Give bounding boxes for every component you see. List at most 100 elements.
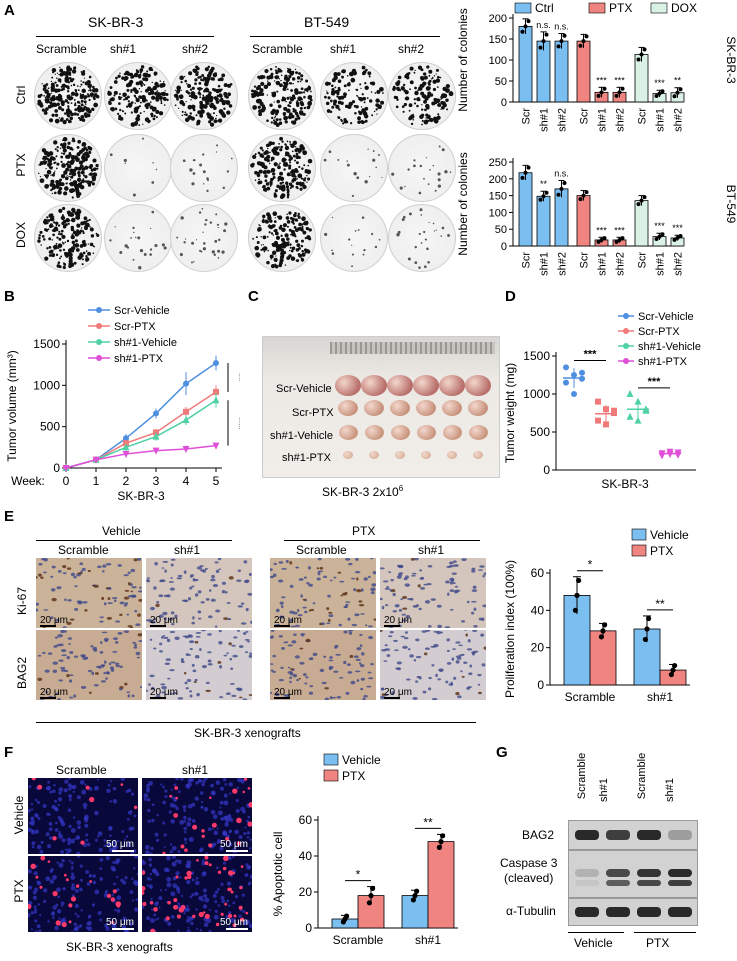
culture-dish (34, 134, 102, 202)
colony (278, 78, 281, 80)
dapi-nucleus (113, 844, 118, 850)
colony (266, 94, 268, 96)
colony (214, 72, 218, 76)
data-point (544, 190, 549, 195)
colony (290, 249, 294, 253)
colony (54, 97, 58, 101)
nucleus (135, 651, 141, 656)
tunel-nucleus (238, 905, 243, 910)
dapi-nucleus (249, 874, 252, 879)
nucleus (356, 647, 362, 651)
dapi-nucleus (58, 917, 61, 920)
nucleus (160, 683, 166, 686)
dapi-nucleus (214, 909, 218, 913)
colony (255, 93, 260, 97)
nucleus (292, 673, 298, 678)
nucleus (161, 691, 165, 694)
colony (127, 100, 130, 103)
colony (327, 96, 331, 100)
bar (589, 630, 617, 686)
nucleus (479, 565, 485, 568)
colony (288, 182, 293, 186)
colony (428, 83, 431, 86)
nucleus (184, 681, 188, 685)
nucleus (308, 583, 313, 587)
colony (111, 107, 115, 112)
colony (275, 235, 281, 240)
dapi-nucleus (76, 851, 81, 854)
legend-marker (96, 339, 102, 345)
colony (273, 240, 279, 246)
nucleus (205, 689, 211, 693)
nucleus (248, 572, 252, 577)
dapi-nucleus (142, 859, 145, 863)
dapi-nucleus (210, 783, 214, 788)
nucleus (270, 630, 275, 632)
colony (354, 111, 357, 115)
colony (351, 253, 354, 256)
colony (61, 83, 67, 88)
dapi-nucleus (238, 834, 243, 840)
colony (59, 72, 64, 77)
dapi-nucleus (133, 814, 137, 818)
data-point (599, 90, 604, 95)
colony (130, 237, 132, 239)
nucleus (430, 598, 436, 601)
colony (269, 181, 273, 185)
dapi-nucleus (175, 859, 178, 863)
nucleus (436, 630, 442, 635)
nucleus (333, 576, 337, 579)
dapi-nucleus (67, 848, 72, 853)
colony (119, 116, 124, 121)
nucleus (340, 594, 343, 597)
dapi-nucleus (130, 792, 135, 796)
y-tick-label: 500 (530, 425, 550, 439)
bar (518, 172, 533, 247)
colony (251, 89, 254, 93)
colony (76, 177, 82, 182)
tunel-nucleus (201, 829, 205, 833)
colony (268, 162, 271, 165)
nucleus (358, 662, 362, 665)
dapi-nucleus (177, 850, 181, 854)
x-tick-label: 1 (93, 474, 100, 488)
colony (419, 114, 424, 120)
nucleus (99, 620, 104, 623)
scale-bar (112, 850, 134, 852)
dapi-nucleus (28, 785, 32, 788)
dapi-nucleus (200, 805, 204, 809)
data-point (672, 662, 678, 669)
colony (84, 81, 88, 85)
nucleus (153, 586, 157, 590)
nucleus (230, 667, 234, 670)
nucleus (168, 581, 174, 583)
dapi-nucleus (170, 819, 175, 824)
colony (279, 185, 284, 190)
dapi-nucleus (230, 917, 236, 923)
nucleus (471, 567, 476, 571)
colony (55, 155, 58, 158)
dapi-nucleus (49, 879, 55, 884)
nucleus (339, 580, 345, 583)
colony (294, 90, 299, 95)
colony (423, 99, 427, 104)
colony (267, 147, 269, 150)
colony (71, 207, 76, 213)
nucleus (149, 638, 153, 641)
colony (67, 85, 70, 88)
colony (348, 89, 350, 92)
colony (306, 90, 309, 93)
dapi-nucleus (86, 842, 91, 847)
nucleus (354, 670, 361, 673)
colony (82, 231, 85, 235)
colony (257, 105, 261, 109)
colony (46, 216, 49, 219)
nucleus (236, 579, 242, 582)
nucleus (61, 654, 67, 657)
colony (208, 91, 212, 95)
dapi-nucleus (199, 779, 202, 782)
nucleus (231, 694, 237, 697)
colony (208, 73, 211, 76)
nucleus (451, 657, 455, 661)
